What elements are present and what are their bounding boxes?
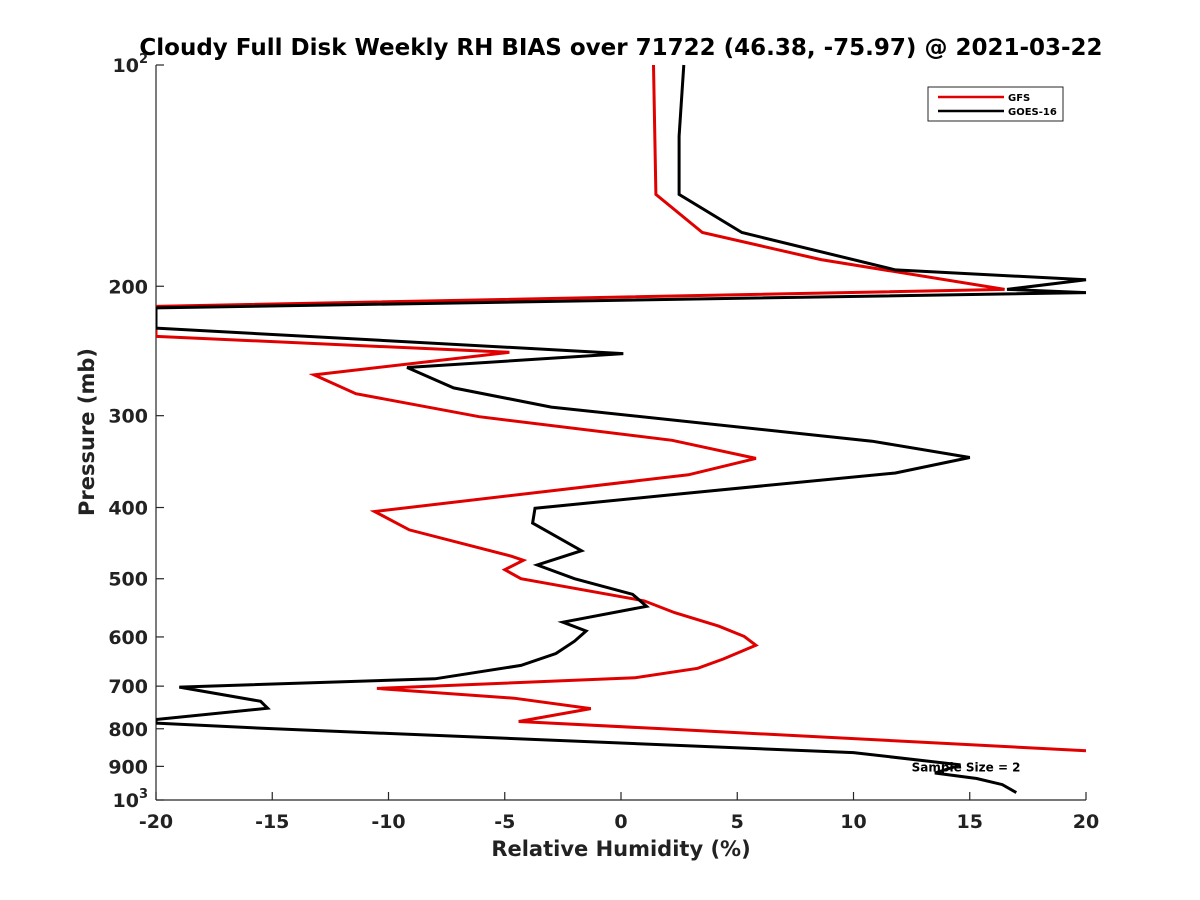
x-tick-label: -20 [139,811,173,833]
legend: GFS GOES-16 [927,86,1064,122]
y-tick-label: 400 [108,498,148,520]
x-tick-label: -10 [371,811,405,833]
chart-title: Cloudy Full Disk Weekly RH BIAS over 717… [139,35,1102,61]
y-axis-label: Pressure (mb) [75,348,99,516]
legend-gfs-label: GFS [1008,93,1030,104]
x-tick-label: 20 [1073,811,1099,833]
y-tick-label: 102 [113,52,149,77]
x-tick-label: 0 [614,811,627,833]
y-ticks: 102 200 300 400 500 600 700 800 900 103 [108,52,164,812]
y-tick-label: 800 [108,719,148,741]
plot-area [155,65,1086,801]
x-ticks: -20 -15 -10 -5 0 5 10 15 20 [139,792,1099,833]
series-line-gfs [156,64,1087,753]
legend-box [927,86,1064,122]
y-tick-label: 300 [108,406,148,428]
y-tick-label: 900 [108,756,148,778]
x-tick-label: 5 [731,811,744,833]
series-line-goes-16 [156,64,1087,794]
sample-size-annotation: Sample Size = 2 [912,760,1021,774]
x-tick-label: 15 [957,811,983,833]
x-tick-label: 10 [840,811,866,833]
series-layer [156,64,1087,794]
x-axis-label: Relative Humidity (%) [491,837,750,861]
x-tick-label: -5 [494,811,515,833]
y-tick-label: 500 [108,569,148,591]
y-tick-label: 200 [108,276,148,298]
y-tick-label: 700 [108,676,148,698]
legend-goes16-label: GOES-16 [1008,107,1057,118]
y-tick-label: 600 [108,627,148,649]
x-tick-label: -15 [255,811,289,833]
y-tick-label: 103 [113,787,149,812]
